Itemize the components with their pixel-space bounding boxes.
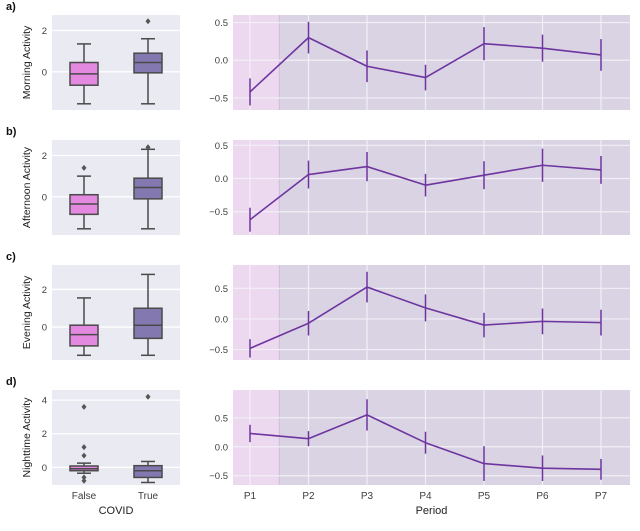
panel-letter-a: a) (6, 1, 16, 13)
box-false (69, 297, 99, 357)
y-tick-label: 0.5 (215, 284, 228, 295)
y-tick-label: 0 (42, 463, 47, 474)
y-tick-label: 4 (42, 396, 47, 407)
y-tick-label: 0.5 (215, 18, 228, 29)
x-tick-label: P7 (595, 491, 608, 502)
y-tick-label: 0.0 (215, 56, 228, 67)
box-plot-afternoon-activity: 0 2 Afternoon Activity (21, 140, 180, 235)
line-plot-nighttime-activity: 0.5 0.0 −0.5 P1 P2 P3 P4 P5 P6 P7 Period (209, 390, 630, 517)
panel-row-c: c) 0 2 Evening Activity 0.5 0.0 −0.5 (0, 250, 640, 375)
y-tick-label: 2 (42, 429, 47, 440)
y-tick-label: 0.5 (215, 141, 228, 152)
y-tick-label: 0.5 (215, 413, 228, 424)
mean-activity-line (249, 414, 602, 471)
x-tick-label: P6 (536, 491, 549, 502)
box-plot-nighttime-activity: 0 2 4 Nighttime Activity False True COVID (21, 390, 180, 517)
box-plot-morning-activity: 0 2 Morning Activity (21, 15, 180, 110)
panel-letter-b: b) (6, 126, 17, 138)
panel-row-d: d) 0 2 4 Nighttime Activity False True COVID 0… (0, 375, 640, 531)
x-tick-label: False (72, 491, 97, 502)
x-axis-label: COVID (99, 505, 134, 517)
x-tick-label: P4 (419, 491, 432, 502)
y-tick-label: 0.0 (215, 174, 228, 185)
x-tick-label: True (138, 491, 159, 502)
y-tick-label: 2 (42, 26, 47, 37)
box-false (69, 164, 99, 230)
y-tick-label: −0.5 (209, 471, 228, 482)
outlier-marker (81, 164, 87, 171)
outlier-marker (145, 18, 151, 25)
box-true (133, 393, 163, 484)
y-tick-label: −0.5 (209, 93, 228, 104)
outlier-marker (145, 144, 151, 151)
panel-letter-d: d) (6, 376, 17, 388)
outlier-marker (81, 444, 87, 451)
highlight-band-p1 (233, 15, 280, 110)
line-plot-area (233, 140, 630, 235)
x-tick-label: P5 (478, 491, 491, 502)
x-tick-label: P2 (302, 491, 315, 502)
panel-row-b: b) 0 2 Afternoon Activity 0.5 0.0 −0.5 (0, 125, 640, 250)
outlier-marker (145, 393, 151, 400)
box-false (69, 43, 99, 105)
highlight-band-p1 (233, 265, 280, 360)
y-axis-label: Morning Activity (21, 25, 33, 99)
line-plot-evening-activity: 0.5 0.0 −0.5 (209, 265, 630, 360)
line-plot-area (233, 15, 630, 110)
y-tick-label: 0 (42, 192, 47, 203)
mean-activity-line (249, 286, 602, 350)
box-true (133, 144, 163, 230)
outlier-marker (81, 452, 87, 459)
outlier-marker (81, 403, 87, 410)
y-tick-label: −0.5 (209, 345, 228, 356)
y-tick-label: 2 (42, 285, 47, 296)
line-plot-afternoon-activity: 0.5 0.0 −0.5 (209, 140, 630, 235)
panel-row-a: a) 0 2 Morning Activity 0.5 0.0 −0.5 (0, 0, 640, 125)
y-tick-label: 0.0 (215, 314, 228, 325)
y-tick-label: 0 (42, 323, 47, 334)
y-tick-label: −0.5 (209, 207, 228, 218)
y-tick-label: 0.0 (215, 442, 228, 453)
box-plot-evening-activity: 0 2 Evening Activity (21, 265, 180, 360)
line-plot-morning-activity: 0.5 0.0 −0.5 (209, 15, 630, 110)
box-false (69, 403, 99, 484)
y-axis-label: Nighttime Activity (21, 397, 33, 478)
mean-activity-line (249, 164, 602, 221)
highlight-band-p1 (233, 140, 280, 235)
y-tick-label: 0 (42, 67, 47, 78)
x-tick-label: P1 (244, 491, 257, 502)
outlier-marker (81, 474, 87, 481)
x-axis-label: Period (416, 505, 448, 517)
x-tick-label: P3 (361, 491, 374, 502)
y-tick-label: 2 (42, 151, 47, 162)
mean-activity-line (249, 36, 602, 93)
panel-letter-c: c) (6, 251, 16, 263)
highlight-band-p1 (233, 390, 280, 485)
y-axis-label: Afternoon Activity (21, 146, 33, 228)
line-plot-area (233, 265, 630, 360)
y-axis-label: Evening Activity (21, 275, 33, 349)
box-true (133, 273, 163, 357)
box-true (133, 18, 163, 105)
outlier-marker (81, 477, 87, 484)
